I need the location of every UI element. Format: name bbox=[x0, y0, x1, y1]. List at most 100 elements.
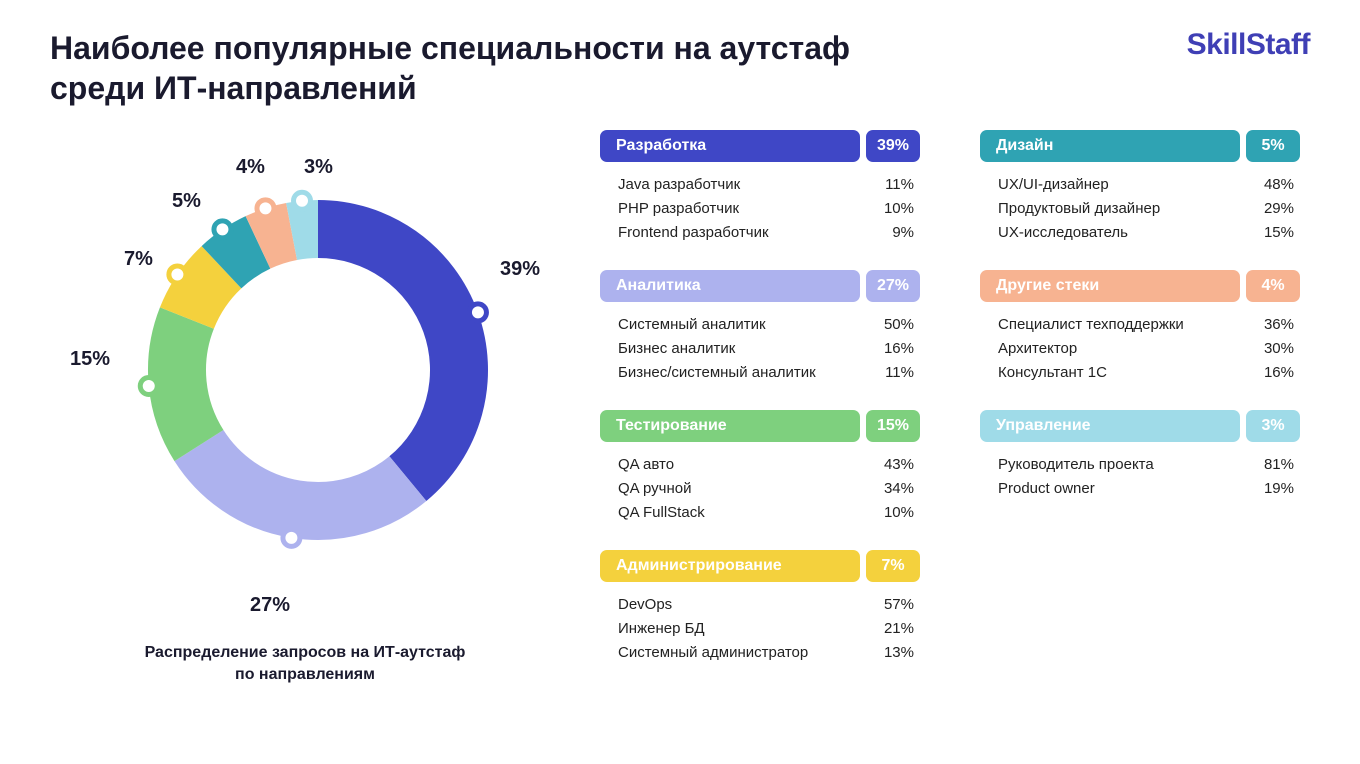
category-items: UX/UI-дизайнер 48% Продуктовый дизайнер29%… bbox=[980, 176, 1300, 241]
category-item: Java разработчик 11% bbox=[618, 176, 914, 193]
category-item-value: 50% bbox=[874, 316, 914, 333]
category-items: QA авто 43% QA ручной34% QA FullStack 10% bbox=[600, 456, 920, 521]
category-item-name: Frontend разработчик bbox=[618, 224, 864, 241]
category-item: QA ручной34% bbox=[618, 480, 914, 497]
category-name-badge: Управление bbox=[980, 410, 1240, 442]
category-item-name: DevOps bbox=[618, 596, 864, 613]
category-name-badge: Разработка bbox=[600, 130, 860, 162]
category-item-value: 16% bbox=[1254, 364, 1294, 381]
category-item-name: QA авто bbox=[618, 456, 864, 473]
category-header: Разработка39% bbox=[600, 130, 920, 162]
chart-caption-line-1: Распределение запросов на ИТ-аутстаф bbox=[145, 644, 466, 661]
category-item: QA FullStack 10% bbox=[618, 504, 914, 521]
category-item: Продуктовый дизайнер29% bbox=[998, 200, 1294, 217]
category-item-name: Системный аналитик bbox=[618, 316, 864, 333]
category-items: Системный аналитик 50% Бизнес аналитик 16% Б… bbox=[600, 316, 920, 381]
category-item-value: 11% bbox=[874, 364, 914, 381]
category-item-value: 21% bbox=[874, 620, 914, 637]
logo-part-2: Staff bbox=[1246, 28, 1310, 61]
donut-slice-label-dev: 39% bbox=[500, 258, 540, 281]
category-item: Архитектор 30% bbox=[998, 340, 1294, 357]
category-item: Специалист техподдержки36% bbox=[998, 316, 1294, 333]
category-header: Управление3% bbox=[980, 410, 1300, 442]
logo-part-1: Skill bbox=[1187, 28, 1246, 61]
category-item-value: 13% bbox=[874, 644, 914, 661]
category-block-right-2: Управление3%Руководитель проекта81%Produ… bbox=[980, 410, 1300, 504]
category-percent-badge: 39% bbox=[866, 130, 920, 162]
category-block-left-2: Тестирование15%QA авто43%QA ручной34%QA … bbox=[600, 410, 920, 528]
category-item-value: 16% bbox=[874, 340, 914, 357]
category-items: DevOps57%Инженер БД21%Системный админист… bbox=[600, 596, 920, 661]
category-header: Тестирование15% bbox=[600, 410, 920, 442]
category-item: Бизнес/системный аналитик11% bbox=[618, 364, 914, 381]
donut-dot-analyt bbox=[283, 529, 300, 546]
category-item-value: 11% bbox=[874, 176, 914, 193]
category-item-value: 15% bbox=[1254, 224, 1294, 241]
donut-slice-analyt bbox=[199, 446, 408, 511]
category-item-name: QA FullStack bbox=[618, 504, 864, 521]
category-item-name: UX/UI-дизайнер bbox=[998, 176, 1244, 193]
category-item-value: 9% bbox=[874, 224, 914, 241]
title-line-2: среди ИТ-направлений bbox=[50, 70, 417, 106]
category-item-value: 81% bbox=[1254, 456, 1294, 473]
category-header: Администрирование7% bbox=[600, 550, 920, 582]
category-item: UX/UI-дизайнер 48% bbox=[998, 176, 1294, 193]
chart-caption-line-2: по направлениям bbox=[235, 666, 375, 683]
donut-dot-test bbox=[140, 377, 157, 394]
donut-slice-label-manage: 3% bbox=[304, 156, 333, 179]
category-percent-badge: 7% bbox=[866, 550, 920, 582]
donut-chart-column: 39%27%15%7%5%4%3% Распределение запросов… bbox=[50, 130, 560, 685]
category-items: Java разработчик 11% PHP разработчик10% Fro… bbox=[600, 176, 920, 241]
brand-logo: SkillStaff bbox=[1187, 28, 1310, 62]
donut-chart-wrap: 39%27%15%7%5%4%3% bbox=[50, 130, 560, 630]
category-item: Системный аналитик 50% bbox=[618, 316, 914, 333]
donut-slice-label-test: 15% bbox=[70, 348, 110, 371]
category-item: Руководитель проекта 81% bbox=[998, 456, 1294, 473]
category-item: Консультант 1С 16% bbox=[998, 364, 1294, 381]
donut-slice-design bbox=[221, 242, 257, 267]
category-item-value: 30% bbox=[1254, 340, 1294, 357]
donut-slice-label-analyt: 27% bbox=[250, 594, 290, 617]
category-item-name: Архитектор bbox=[998, 340, 1244, 357]
category-item-name: Консультант 1С bbox=[998, 364, 1244, 381]
category-item-value: 19% bbox=[1254, 480, 1294, 497]
category-items: Специалист техподдержки36% Архитектор 30% К… bbox=[980, 316, 1300, 381]
category-item-name: Product owner bbox=[998, 480, 1244, 497]
category-item-name: Руководитель проекта bbox=[998, 456, 1244, 473]
category-name-badge: Дизайн bbox=[980, 130, 1240, 162]
category-percent-badge: 4% bbox=[1246, 270, 1300, 302]
donut-slice-label-design: 5% bbox=[172, 190, 201, 213]
category-item-name: Бизнес аналитик bbox=[618, 340, 864, 357]
category-item-value: 36% bbox=[1254, 316, 1294, 333]
content-row: 39% 27% 15% 7% 5% 4% 3% Распределение запросов… bbox=[50, 130, 1310, 685]
category-percent-badge: 15% bbox=[866, 410, 920, 442]
category-block-left-1: Аналитика27% Системный аналитик 50% Бизнес … bbox=[600, 270, 920, 388]
category-percent-badge: 3% bbox=[1246, 410, 1300, 442]
donut-slice-label-admin: 7% bbox=[124, 248, 153, 271]
category-item-name: Java разработчик bbox=[618, 176, 864, 193]
category-item-name: UX-исследователь bbox=[998, 224, 1244, 241]
category-percent-badge: 5% bbox=[1246, 130, 1300, 162]
donut-slice-other bbox=[258, 231, 292, 242]
categories-col-left: Разработка39%Java разработчик11%PHP разр… bbox=[600, 130, 920, 685]
category-item-value: 10% bbox=[874, 200, 914, 217]
donut-chart bbox=[118, 170, 518, 570]
category-item-value: 48% bbox=[1254, 176, 1294, 193]
donut-dot-design bbox=[214, 221, 231, 238]
category-block-left-3: Администрирование7%DevOps57%Инженер БД21… bbox=[600, 550, 920, 668]
category-item: PHP разработчик10% bbox=[618, 200, 914, 217]
category-block-right-1: Другие стеки4%Специалист техподдержки36%… bbox=[980, 270, 1300, 388]
donut-slice-dev bbox=[318, 229, 459, 479]
donut-slice-test bbox=[177, 318, 199, 445]
category-block-left-0: Разработка39%Java разработчик11%PHP разр… bbox=[600, 130, 920, 248]
category-item-value: 10% bbox=[874, 504, 914, 521]
donut-slice-manage bbox=[292, 229, 318, 231]
category-item-value: 43% bbox=[874, 456, 914, 473]
category-item-name: Системный администратор bbox=[618, 644, 864, 661]
category-name-badge: Администрирование bbox=[600, 550, 860, 582]
category-percent-badge: 27% bbox=[866, 270, 920, 302]
category-item-value: 57% bbox=[874, 596, 914, 613]
category-header: Аналитика27% bbox=[600, 270, 920, 302]
infographic-page: Наиболее популярные специальности на аут… bbox=[0, 0, 1360, 764]
category-block-right-0: Дизайн5%UX/UI-дизайнер 48% Продуктовый диз… bbox=[980, 130, 1300, 248]
